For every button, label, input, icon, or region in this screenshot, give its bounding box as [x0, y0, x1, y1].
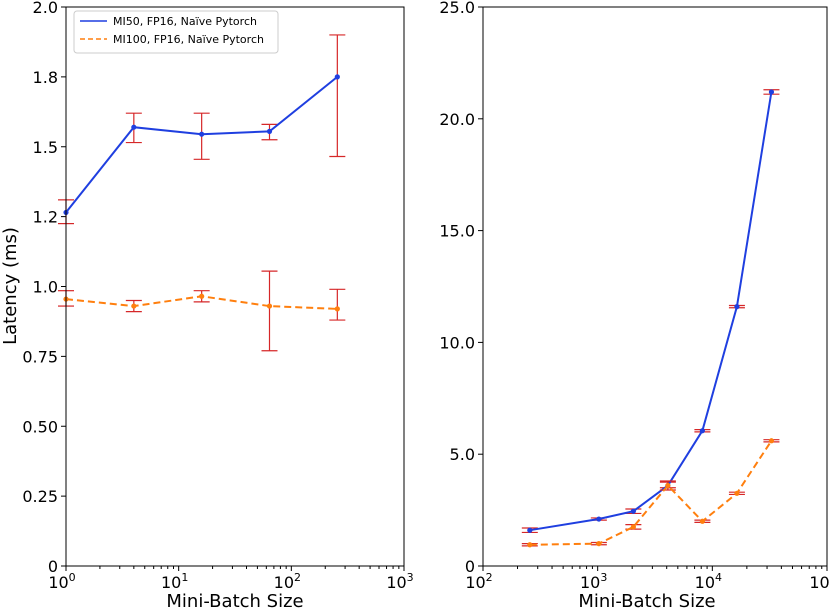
left-x-tick-label: 101: [161, 571, 188, 592]
left-x-tick-label: 102: [274, 571, 301, 592]
left-mi50-data-point: [334, 74, 340, 80]
right-mi100-data-point: [596, 541, 602, 547]
right-x-tick-label: 104: [695, 571, 722, 592]
left-y-tick-label: 1.5: [33, 138, 58, 157]
right-y-tick-label: 15.0: [439, 222, 475, 241]
left-mi100-data-point: [199, 293, 205, 299]
right-x-tick-label: 102: [465, 571, 492, 592]
right-y-tick-label: 5.0: [450, 445, 475, 464]
right-mi100-data-point: [630, 524, 636, 530]
left-x-axis-label: Mini-Batch Size: [166, 591, 303, 612]
left-y-tick-label: 1.8: [33, 68, 58, 87]
right-mi50-data-point: [699, 428, 706, 434]
legend-label-mi50: MI50, FP16, Naïve Pytorch: [113, 15, 257, 28]
right-mi50-data-point: [768, 89, 775, 95]
right-mi100-data-point: [699, 518, 706, 524]
left-x-tick-label: 100: [48, 571, 75, 592]
right-mi50-data-point: [527, 527, 533, 533]
left-y-tick-label: 1.0: [33, 278, 58, 297]
right-y-tick-label: 25.0: [439, 0, 475, 17]
left-y-tick-label: 0.75: [22, 347, 58, 366]
right-x-axis-label: Mini-Batch Size: [578, 591, 715, 612]
left-chart: 0 0.25 0.50 0.75 1.0 1.2 1.5 1.8 2.0 100 101 102 103…: [0, 0, 414, 612]
left-mi50-data-point: [266, 128, 273, 134]
left-y-tick-label: 0.50: [22, 417, 58, 436]
right-mi50-data-point: [734, 304, 740, 310]
left-y-tick-label: 1.2: [33, 208, 58, 227]
legend-box: [73, 10, 279, 54]
right-mi100-data-point: [768, 438, 775, 444]
right-x-tick-label: 105: [809, 571, 830, 592]
right-chart-ticks: 0 5.0 10.0 15.0 20.0 25.0 102 103 104 105: [439, 0, 830, 592]
left-x-tick-label: 103: [386, 571, 413, 592]
left-chart-frame: [65, 6, 405, 567]
right-chart-marks: [521, 89, 780, 548]
left-mi100-data-point: [334, 306, 340, 312]
left-mi50-data-point: [199, 131, 205, 137]
legend-label-mi100: MI100, FP16, Naïve Pytorch: [113, 33, 264, 46]
right-chart: 0 5.0 10.0 15.0 20.0 25.0 102 103 104 105 Mini-Ba…: [439, 0, 830, 612]
legend: MI50, FP16, Naïve Pytorch MI100, FP16, N…: [73, 10, 279, 54]
left-mi100-data-point: [131, 303, 137, 309]
right-x-tick-label: 103: [580, 571, 607, 592]
right-mi100-data-point: [734, 490, 740, 496]
right-mi50-data-point: [630, 508, 636, 514]
right-chart-frame: [482, 6, 828, 567]
left-y-tick-label: 2.0: [33, 0, 58, 17]
left-mi50-data-point: [131, 124, 137, 130]
left-y-tick-label: 0.25: [22, 487, 58, 506]
left-y-axis-label: Latency (ms): [0, 227, 21, 345]
right-y-tick-label: 20.0: [439, 110, 475, 129]
right-y-tick-label: 0: [465, 557, 475, 576]
right-mi100-data-point: [665, 482, 671, 489]
right-mi50-data-point: [596, 516, 602, 522]
left-y-tick-label: 0: [48, 557, 58, 576]
right-y-tick-label: 10.0: [439, 333, 475, 352]
right-mi100-data-point: [527, 542, 533, 548]
left-chart-ticks: 0 0.25 0.50 0.75 1.0 1.2 1.5 1.8 2.0 100 101 102 103: [22, 0, 413, 592]
left-mi100-data-point: [266, 303, 273, 309]
